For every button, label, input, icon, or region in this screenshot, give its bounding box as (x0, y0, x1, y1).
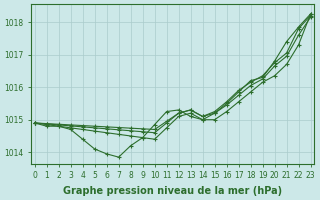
X-axis label: Graphe pression niveau de la mer (hPa): Graphe pression niveau de la mer (hPa) (63, 186, 282, 196)
